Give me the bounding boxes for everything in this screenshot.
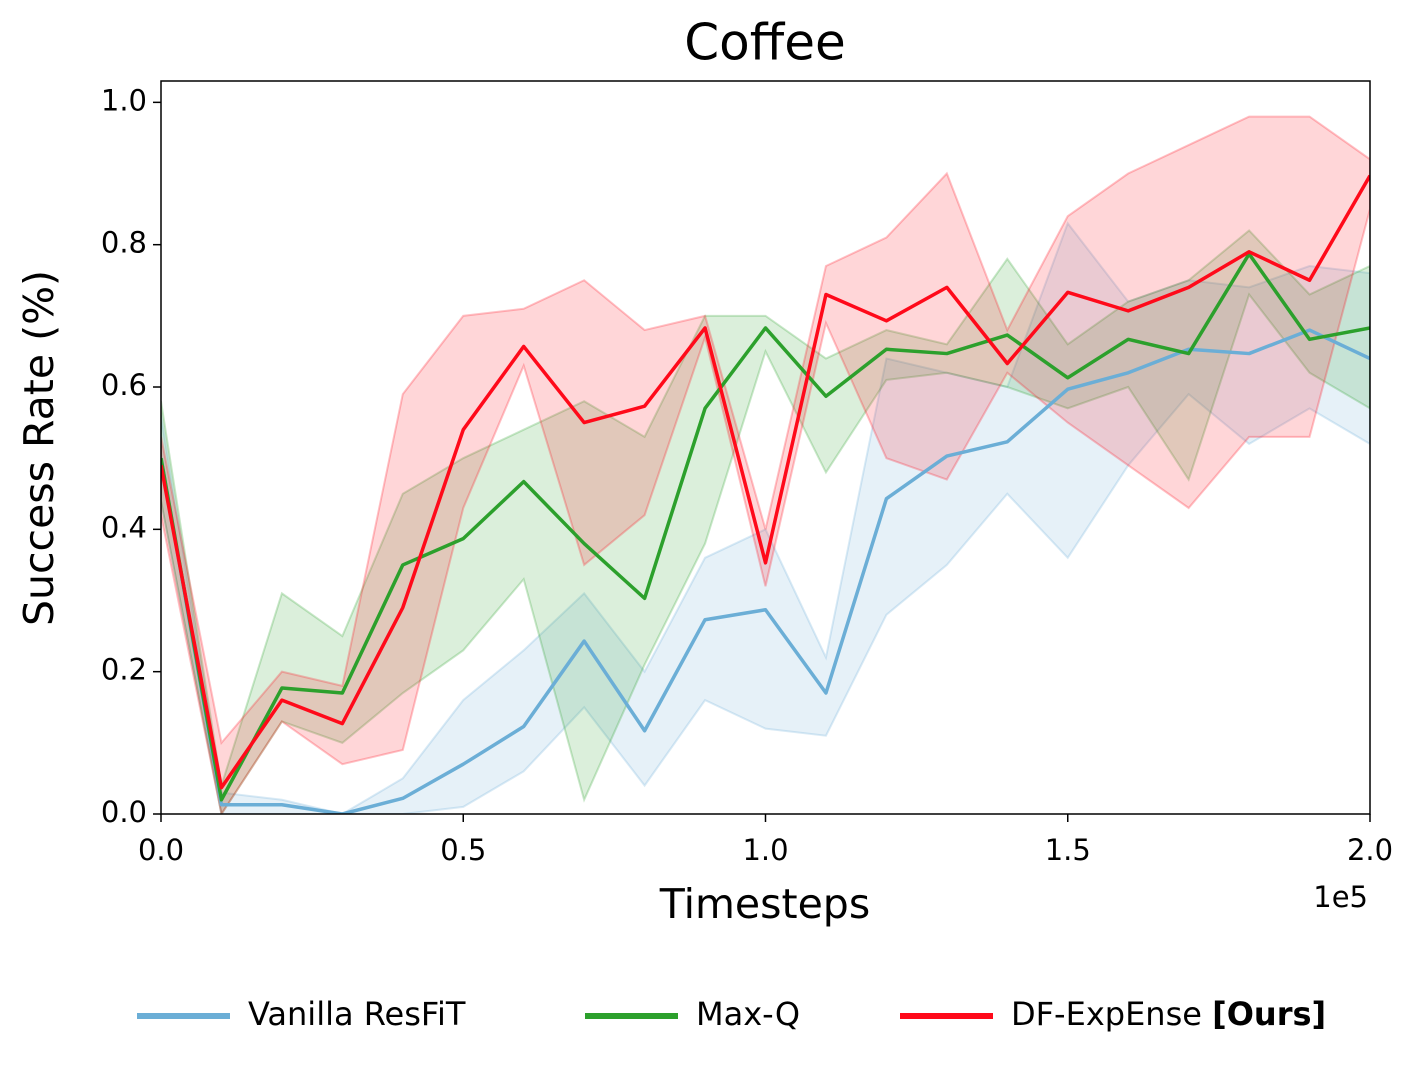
- y-axis-label: Success Rate (%): [15, 270, 63, 626]
- y-tick-label: 0.6: [101, 368, 147, 402]
- x-axis-label: Timesteps: [659, 880, 870, 928]
- plot-area: [161, 115, 1370, 814]
- legend-label: DF-ExpEnse [Ours]: [1011, 995, 1326, 1033]
- x-tick-label: 0.5: [440, 833, 486, 867]
- x-tick-label: 0.0: [138, 833, 184, 867]
- plot-frame: [160, 80, 1371, 815]
- legend-label: Vanilla ResFiT: [248, 995, 466, 1033]
- x-tick-label: 1.0: [742, 833, 788, 867]
- chart-title: Coffee: [684, 14, 845, 72]
- x-tick-label: 1.5: [1045, 833, 1091, 867]
- y-tick-label: 0.2: [101, 653, 147, 687]
- y-tick-label: 0.8: [101, 226, 147, 260]
- y-tick-label: 0.0: [101, 795, 147, 829]
- x-tick-label: 2.0: [1347, 833, 1393, 867]
- x-offset-label: 1e5: [1313, 880, 1368, 914]
- series-line: [161, 174, 1370, 790]
- y-tick-label: 1.0: [101, 83, 147, 117]
- legend-label: Max-Q: [696, 995, 800, 1033]
- confidence-band: [161, 221, 1370, 814]
- series-line: [161, 328, 1370, 814]
- y-tick-label: 0.4: [101, 510, 147, 544]
- series-line: [161, 252, 1370, 802]
